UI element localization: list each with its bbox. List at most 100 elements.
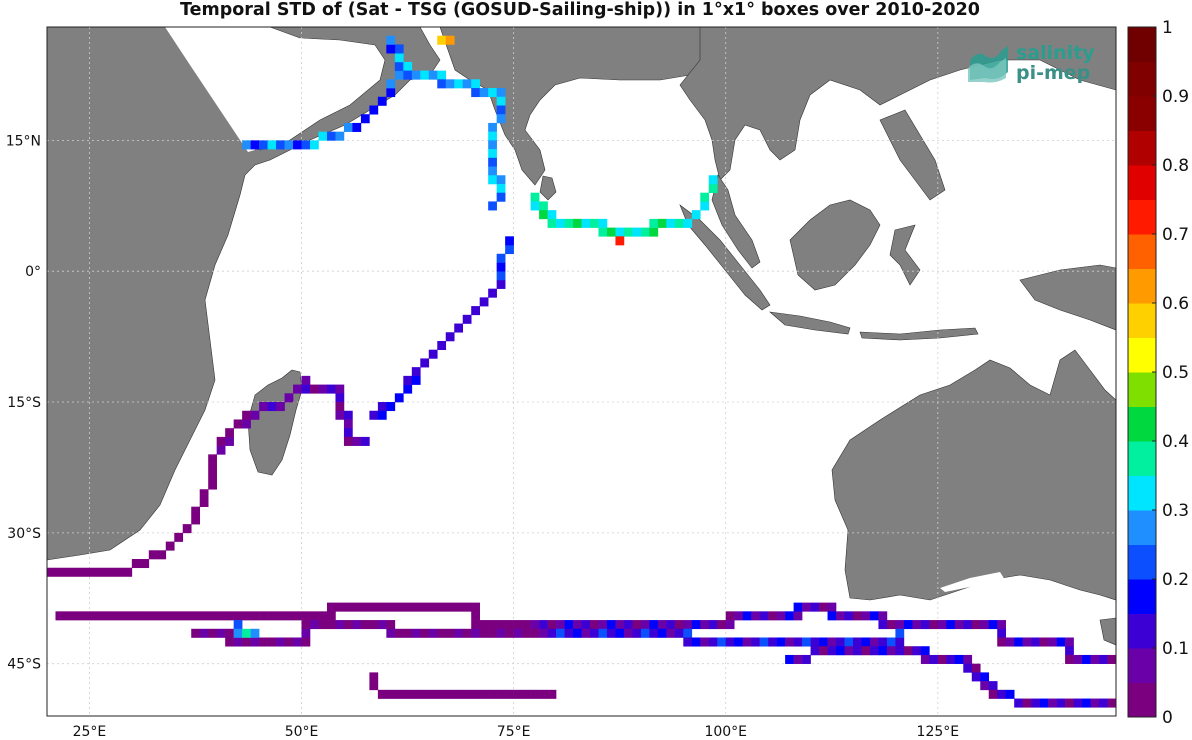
std-cell	[674, 620, 684, 630]
std-cell	[310, 384, 319, 394]
std-cell	[199, 628, 209, 638]
colorbar-segment	[1128, 648, 1156, 683]
std-cell	[352, 436, 362, 446]
std-cell	[335, 620, 345, 630]
lat-tick-label: 15°N	[6, 133, 41, 149]
std-cell	[895, 637, 905, 647]
std-cell	[352, 602, 362, 612]
std-cell	[216, 628, 226, 638]
std-cell	[293, 611, 302, 621]
colorbar-segment	[1128, 579, 1156, 614]
colorbar-labels: 0 0.1 0.2 0.3 0.4 0.5 0.6 0.7 0.8 0.9 1	[1152, 18, 1189, 728]
std-cell	[700, 192, 710, 202]
std-cell	[878, 611, 888, 621]
std-cell	[717, 620, 727, 630]
std-cell	[191, 611, 201, 621]
std-cell	[725, 637, 735, 647]
std-cell	[267, 140, 277, 150]
std-cell	[63, 567, 73, 577]
std-cell	[751, 637, 760, 647]
std-cell	[734, 637, 743, 647]
std-cell	[827, 602, 837, 612]
std-cell	[963, 663, 973, 673]
std-cell	[208, 454, 217, 464]
std-cell	[886, 637, 896, 647]
std-cell	[454, 689, 464, 699]
std-cell	[225, 428, 234, 438]
std-cell	[420, 358, 430, 368]
std-cell	[276, 637, 285, 647]
std-cell	[335, 410, 345, 420]
std-cell	[462, 628, 472, 638]
std-cell	[505, 689, 514, 699]
std-cell	[369, 620, 379, 630]
colorbar-tick-label: 0.7	[1162, 225, 1189, 245]
colorbar-segment	[1128, 337, 1156, 373]
std-cell	[496, 114, 506, 124]
std-cell	[182, 611, 192, 621]
std-cell	[674, 628, 684, 638]
std-cell	[386, 689, 396, 699]
std-cell	[980, 620, 990, 630]
std-cell	[488, 620, 497, 630]
std-cell	[216, 436, 226, 446]
std-cell	[437, 79, 447, 89]
std-cell	[310, 140, 319, 150]
std-cell	[505, 628, 514, 638]
std-cell	[301, 620, 311, 630]
std-cell	[165, 611, 175, 621]
std-cell	[640, 227, 650, 237]
colorbar-tick-label: 0.2	[1162, 570, 1189, 590]
colorbar-segment	[1128, 682, 1156, 718]
std-cell	[352, 122, 362, 132]
std-cell	[802, 637, 811, 647]
std-cell	[496, 175, 506, 185]
std-cell	[284, 611, 294, 621]
std-cell	[216, 445, 226, 455]
std-cell	[708, 620, 718, 630]
std-cell	[377, 689, 387, 699]
std-cell	[997, 628, 1007, 638]
land-sumatra	[679, 204, 771, 311]
std-cell	[937, 654, 947, 664]
std-cell	[505, 236, 514, 246]
std-cell	[343, 620, 353, 630]
std-cell	[623, 620, 633, 630]
std-cell	[776, 611, 786, 621]
std-cell	[403, 70, 413, 80]
std-cell	[394, 628, 404, 638]
colorbar-tick-label: 0.1	[1162, 639, 1189, 659]
std-cell	[377, 410, 387, 420]
std-cell	[1031, 637, 1040, 647]
colorbar-segment	[1128, 268, 1156, 304]
std-cell	[708, 637, 718, 647]
std-cell	[233, 611, 243, 621]
lat-tick-label: 30°S	[7, 526, 41, 542]
std-cell	[903, 646, 913, 656]
std-cell	[420, 628, 430, 638]
std-cell	[556, 620, 565, 630]
std-cell	[971, 663, 981, 673]
std-cell	[683, 637, 693, 647]
std-cell	[131, 559, 141, 569]
std-cell	[496, 192, 506, 202]
colorbar-segment	[1128, 234, 1156, 269]
std-cell	[488, 131, 497, 141]
std-cell	[988, 689, 998, 699]
std-cell	[208, 611, 217, 621]
colorbar-segment	[1128, 130, 1156, 166]
std-cell	[878, 620, 888, 630]
std-cell	[589, 218, 599, 228]
std-cell	[649, 227, 659, 237]
std-cell	[318, 620, 328, 630]
std-cell	[513, 628, 523, 638]
std-cell	[547, 210, 557, 220]
std-cell	[428, 70, 438, 80]
std-cell	[547, 628, 557, 638]
std-cell	[980, 681, 990, 691]
std-cell	[912, 620, 922, 630]
lon-tick-label: 50°E	[285, 724, 319, 740]
std-cell	[988, 681, 998, 691]
std-cell	[267, 611, 277, 621]
std-cell	[1022, 698, 1032, 708]
